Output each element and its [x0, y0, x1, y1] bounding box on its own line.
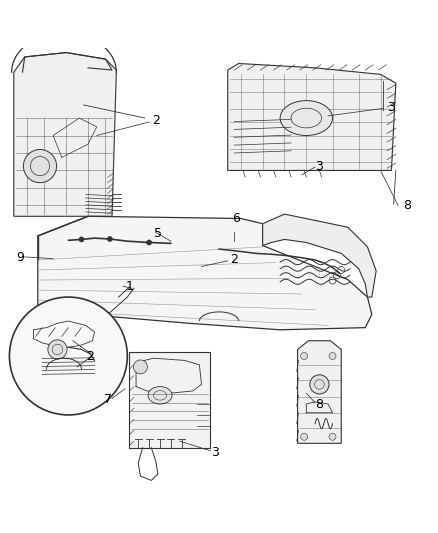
Circle shape: [107, 236, 113, 241]
Text: 3: 3: [388, 101, 396, 114]
Text: 8: 8: [403, 199, 411, 212]
Text: 6: 6: [233, 212, 240, 225]
Circle shape: [310, 375, 329, 394]
Text: 7: 7: [104, 393, 112, 406]
Polygon shape: [38, 216, 372, 330]
Text: 2: 2: [230, 254, 238, 266]
Circle shape: [48, 340, 67, 359]
Circle shape: [300, 433, 307, 440]
Text: 9: 9: [16, 251, 24, 264]
Text: 5: 5: [154, 227, 162, 240]
Polygon shape: [263, 214, 376, 297]
Text: 2: 2: [86, 350, 94, 362]
Circle shape: [329, 433, 336, 440]
Text: 1: 1: [126, 280, 134, 293]
Circle shape: [147, 240, 152, 245]
FancyBboxPatch shape: [130, 352, 210, 448]
Polygon shape: [297, 341, 341, 443]
Circle shape: [79, 237, 84, 242]
Text: 3: 3: [315, 159, 323, 173]
Circle shape: [134, 360, 148, 374]
Circle shape: [300, 352, 307, 359]
Circle shape: [10, 297, 127, 415]
Text: 2: 2: [152, 114, 159, 127]
Text: 8: 8: [315, 398, 323, 410]
Circle shape: [329, 352, 336, 359]
Ellipse shape: [280, 101, 332, 135]
Text: 3: 3: [211, 446, 219, 458]
Polygon shape: [228, 63, 396, 171]
Ellipse shape: [148, 386, 172, 404]
Polygon shape: [14, 53, 117, 216]
Circle shape: [23, 149, 57, 183]
